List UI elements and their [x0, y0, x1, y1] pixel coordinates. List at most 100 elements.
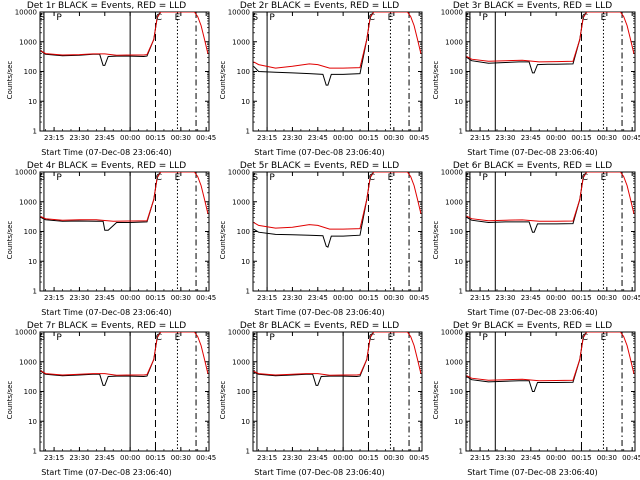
- x-tick-label: 00:45: [196, 294, 216, 302]
- y-tick-label: 10000: [15, 9, 37, 17]
- x-tick-label: 23:15: [470, 454, 490, 462]
- y-tick-label: 10: [28, 258, 37, 266]
- plot-frame: [465, 331, 636, 452]
- y-tick-label: 1000: [19, 358, 37, 366]
- top-marker-label: S: [465, 333, 471, 343]
- plot-frame: [39, 171, 210, 292]
- x-axis-label: Start Time (07-Dec-08 23:06:40): [41, 468, 172, 477]
- y-tick-label: 10000: [441, 329, 463, 337]
- top-marker-label: P: [482, 13, 488, 23]
- x-tick-label: 00:45: [622, 454, 640, 462]
- x-tick-label: 00:45: [409, 294, 429, 302]
- x-tick-label: 00:30: [597, 294, 617, 302]
- top-marker-label: C: [156, 13, 162, 23]
- detector-panel: Det 9r BLACK = Events, RED = LLD Counts/s…: [426, 320, 640, 480]
- top-marker-label: E: [388, 13, 394, 23]
- chart-svg: 1 10 100 1000 10000 23:15 23:30 23:45 00:00 00:15…: [228, 169, 430, 303]
- x-tick-label: 23:30: [495, 294, 515, 302]
- x-tick-label: 00:00: [546, 294, 566, 302]
- plot-frame: [39, 11, 210, 132]
- top-marker-label: S: [252, 333, 258, 343]
- top-marker-label: C: [369, 13, 375, 23]
- x-tick-label: 23:45: [308, 294, 328, 302]
- y-tick-label: 1: [459, 448, 463, 456]
- y-tick-label: 1000: [19, 38, 37, 46]
- y-tick-label: 10000: [441, 9, 463, 17]
- y-tick-label: 10000: [228, 9, 250, 17]
- x-tick-label: 00:30: [597, 134, 617, 142]
- top-marker-label: S: [465, 13, 471, 23]
- y-tick-label: 1: [246, 448, 250, 456]
- x-tick-label: 00:00: [333, 454, 353, 462]
- y-tick-label: 10: [241, 98, 250, 106]
- x-tick-label: 00:00: [120, 294, 140, 302]
- top-marker-label: P: [56, 13, 62, 23]
- top-marker-label: S: [39, 333, 45, 343]
- top-marker-label: E: [601, 173, 607, 183]
- top-marker-label: S: [465, 173, 471, 183]
- x-axis-label: Start Time (07-Dec-08 23:06:40): [254, 148, 385, 157]
- plot-frame: [465, 11, 636, 132]
- x-tick-label: 23:45: [308, 454, 328, 462]
- x-tick-label: 23:45: [95, 294, 115, 302]
- x-tick-label: 00:45: [196, 134, 216, 142]
- chart-title: Det 1r BLACK = Events, RED = LLD: [26, 1, 187, 11]
- x-tick-label: 00:45: [409, 134, 429, 142]
- detector-panel: Det 8r BLACK = Events, RED = LLD Counts/s…: [213, 320, 429, 480]
- top-marker-label: P: [482, 173, 488, 183]
- x-tick-label: 00:00: [546, 134, 566, 142]
- x-tick-label: 23:45: [95, 134, 115, 142]
- x-tick-label: 23:15: [257, 134, 277, 142]
- x-tick-label: 00:15: [358, 294, 378, 302]
- detector-panel: Det 6r BLACK = Events, RED = LLD Counts/s…: [426, 160, 640, 320]
- detector-panel: Det 2r BLACK = Events, RED = LLD Counts/s…: [213, 0, 429, 160]
- top-marker-label: C: [156, 173, 162, 183]
- x-tick-label: 23:30: [69, 454, 89, 462]
- x-tick-label: 23:45: [95, 454, 115, 462]
- x-tick-label: 23:15: [44, 134, 64, 142]
- y-tick-label: 10: [241, 418, 250, 426]
- lld-series-line: [253, 172, 422, 230]
- x-tick-label: 23:30: [69, 134, 89, 142]
- top-marker-label: C: [156, 333, 162, 343]
- y-tick-label: 1: [33, 288, 37, 296]
- chart-title: Det 5r BLACK = Events, RED = LLD: [239, 161, 400, 171]
- y-tick-label: 100: [24, 228, 37, 236]
- top-marker-label: S: [39, 13, 45, 23]
- x-tick-label: 23:30: [495, 454, 515, 462]
- y-tick-label: 100: [24, 68, 37, 76]
- y-tick-label: 100: [450, 228, 463, 236]
- x-tick-label: 00:30: [384, 454, 404, 462]
- y-tick-label: 10000: [15, 169, 37, 177]
- chart-svg: 1 10 100 1000 10000 23:15 23:30 23:45 00:00 00:15…: [441, 9, 640, 143]
- x-tick-label: 00:00: [120, 454, 140, 462]
- lld-series-line: [253, 12, 422, 69]
- top-marker-label: E: [601, 333, 607, 343]
- x-tick-label: 23:45: [308, 134, 328, 142]
- y-tick-label: 1: [459, 288, 463, 296]
- top-marker-label: P: [269, 333, 275, 343]
- y-tick-label: 1000: [232, 198, 250, 206]
- chart-title: Det 8r BLACK = Events, RED = LLD: [239, 321, 400, 331]
- x-tick-label: 23:30: [282, 134, 302, 142]
- x-tick-label: 00:45: [196, 454, 216, 462]
- detector-panel: Det 3r BLACK = Events, RED = LLD Counts/s…: [426, 0, 640, 160]
- x-tick-label: 00:30: [171, 134, 191, 142]
- y-tick-label: 1: [33, 448, 37, 456]
- x-tick-label: 00:45: [409, 454, 429, 462]
- plot-frame: [252, 11, 423, 132]
- plot-frame: [465, 171, 636, 292]
- x-tick-label: 00:30: [171, 454, 191, 462]
- top-marker-label: P: [269, 173, 275, 183]
- chart-title: Det 7r BLACK = Events, RED = LLD: [26, 321, 187, 331]
- x-tick-label: 23:45: [521, 294, 541, 302]
- top-marker-label: E: [601, 13, 607, 23]
- plot-frame: [252, 171, 423, 292]
- x-tick-label: 00:45: [622, 134, 640, 142]
- x-tick-label: 00:00: [333, 294, 353, 302]
- top-marker-label: P: [482, 333, 488, 343]
- top-marker-label: S: [252, 173, 258, 183]
- chart-svg: 1 10 100 1000 10000 23:15 23:30 23:45 00:00 00:15…: [441, 169, 640, 303]
- x-tick-label: 23:15: [44, 294, 64, 302]
